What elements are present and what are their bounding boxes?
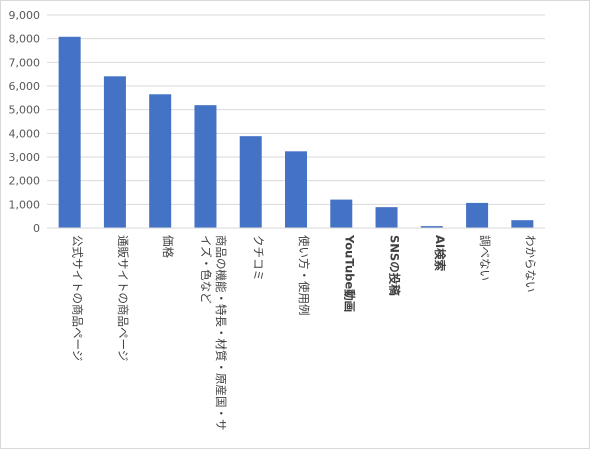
y-tick-label: 6,000 xyxy=(9,80,41,93)
bar xyxy=(285,151,307,228)
bar xyxy=(466,202,489,228)
bar xyxy=(149,94,172,229)
x-axis-category-labels: 公式サイトの商品ページ 通販サイトの商品ページ 価格 商品の機能・特長・材質・原産国・… xyxy=(71,234,538,431)
bar xyxy=(194,105,217,228)
x-category-label: クチコミ xyxy=(252,235,266,281)
x-category-label: SNSの投稿 xyxy=(388,235,402,296)
x-category-label: 商品の機能・特長・材質・原産国・サ xyxy=(214,235,228,431)
x-category-label: 価格 xyxy=(161,235,175,258)
bar xyxy=(375,207,398,228)
x-category-label: 使い方・使用例 xyxy=(297,235,311,316)
x-category-label: イズ・色など xyxy=(199,235,213,304)
y-tick-label: 3,000 xyxy=(9,151,41,164)
y-tick-label: 8,000 xyxy=(9,33,41,46)
x-category-label: AI検索 xyxy=(433,235,447,272)
y-axis-tick-labels: 0 1,000 2,000 3,000 4,000 5,000 6,000 7,000 8,00… xyxy=(9,9,41,235)
y-tick-label: 4,000 xyxy=(9,127,41,140)
bar xyxy=(511,220,534,228)
y-tick-label: 7,000 xyxy=(9,56,41,69)
x-category-label: 通販サイトの商品ページ xyxy=(116,235,130,361)
y-tick-label: 5,000 xyxy=(9,104,41,117)
bar xyxy=(420,226,443,228)
y-tick-label: 1,000 xyxy=(9,198,41,211)
y-tick-label: 2,000 xyxy=(9,175,41,188)
y-tick-label: 0 xyxy=(33,222,40,235)
bar xyxy=(58,36,81,229)
gridlines xyxy=(47,14,545,205)
bars xyxy=(58,36,534,229)
bar xyxy=(103,76,126,229)
x-category-label: 公式サイトの商品ページ xyxy=(71,235,85,361)
x-category-label: YouTube動画 xyxy=(342,234,356,312)
y-tick-label: 9,000 xyxy=(9,9,41,22)
bar xyxy=(330,199,353,228)
bar xyxy=(239,136,262,228)
x-category-label: 調べない xyxy=(478,235,492,281)
x-category-label: わからない xyxy=(523,235,537,293)
